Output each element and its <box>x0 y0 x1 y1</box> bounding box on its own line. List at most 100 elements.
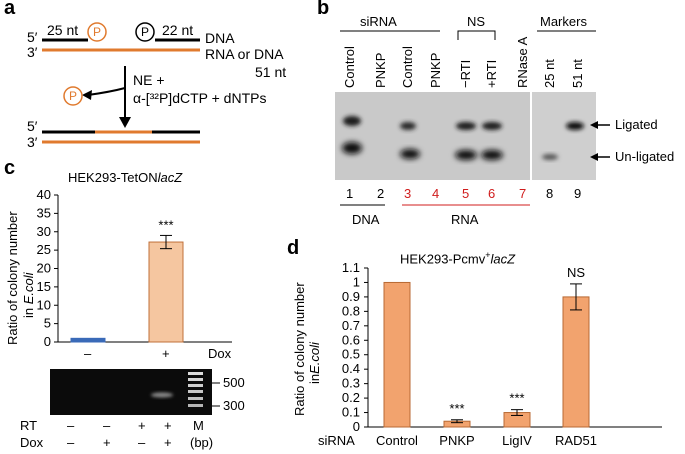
right-length-label: 22 nt <box>162 22 194 38</box>
five-prime-label: 5′ <box>27 29 38 45</box>
c-y-tick-label: 0 <box>44 334 51 349</box>
panel-d-title-italic: lacZ <box>490 251 516 267</box>
phosphate-circle-black <box>135 22 155 42</box>
band-lane3-unligated <box>400 149 420 159</box>
band-lane3-ligated <box>400 122 416 130</box>
d-category-label-3: LigIV <box>502 433 532 448</box>
dna-label: DNA <box>205 30 235 46</box>
ligated-arrowhead <box>590 121 598 129</box>
panel-d-title: HEK293-Pcmv+lacZ <box>400 250 515 266</box>
d-y-tick-label: 0.9 <box>342 289 360 304</box>
d-y-tick-label: 0 <box>353 419 360 434</box>
band-lane5-ligated <box>456 122 476 130</box>
d-y-tick-label: 0.3 <box>342 376 360 391</box>
group-label-sirna: siRNA <box>360 14 397 29</box>
c-bar-1 <box>70 337 106 343</box>
d-y-tick-label: 0.1 <box>342 405 360 420</box>
c-y-tick-label: 30 <box>37 224 51 239</box>
d-category-label-2: PNKP <box>439 433 474 448</box>
phosphate-label-orange: P <box>93 25 102 39</box>
c-y-tick-label: 15 <box>37 279 51 294</box>
c-y-tick-label: 25 <box>37 242 51 257</box>
lane-number-4: 4 <box>432 186 440 201</box>
gel-m-label: M <box>193 418 204 433</box>
ligated-label: Ligated <box>615 117 658 132</box>
rt-sign-4: + <box>164 418 172 433</box>
ladder-band-2 <box>188 378 203 381</box>
rtpcr-band <box>151 392 173 398</box>
panel-b-label: b <box>317 0 330 19</box>
c-y-tick-label: 10 <box>37 297 51 312</box>
bottom-label-rna: RNA <box>451 212 479 227</box>
gel-marker-500: 500 <box>223 375 245 390</box>
band-lane6-ligated <box>482 122 502 130</box>
ladder-band-1 <box>188 372 203 375</box>
bottom-label-dna: DNA <box>352 212 380 227</box>
d-y-tick-label: 0.4 <box>342 361 360 376</box>
d-bar-1 <box>383 281 411 428</box>
sirna-row-label: siRNA <box>318 433 355 448</box>
panel-c-title-text: HEK293-TetON <box>68 170 158 185</box>
ladder-band-3 <box>188 384 203 387</box>
unligated-arrowhead <box>590 153 598 161</box>
ns-group-bracket <box>457 30 496 40</box>
c-y-tick-label: 35 <box>37 205 51 220</box>
rt-row-label: RT <box>20 418 38 433</box>
ladder-band-5 <box>188 397 203 400</box>
dox-sign-1: – <box>67 435 75 450</box>
panel-d-title-sup: + <box>485 250 491 260</box>
d-category-label-4: RAD51 <box>555 433 597 448</box>
x-sign-plus: + <box>162 346 170 361</box>
c-significance: *** <box>158 217 173 232</box>
c-y-tick-label: 5 <box>44 316 51 331</box>
lane-number-5: 5 <box>462 186 470 201</box>
three-prime-label-product: 3′ <box>27 134 38 150</box>
lane-number-2: 2 <box>377 186 385 201</box>
rt-sign-1: – <box>67 418 75 433</box>
released-phosphate-label: P <box>69 89 78 103</box>
d-significance-4: NS <box>567 265 585 280</box>
panel-c-title-italic: lacZ <box>157 170 183 185</box>
d-y-tick-label: 0.6 <box>342 332 360 347</box>
panel-d-label: d <box>287 237 300 259</box>
dox-sign-2: + <box>103 435 111 450</box>
band-lane8-marker <box>542 154 558 160</box>
d-y-tick-label: 0.7 <box>342 318 360 333</box>
c-bar-2 <box>148 241 184 343</box>
ladder-band-4 <box>188 390 203 393</box>
released-phosphate-circle <box>63 86 83 106</box>
group-label-markers: Markers <box>540 14 587 29</box>
left-length-label: 25 nt <box>47 22 79 38</box>
lane-number-3: 3 <box>404 186 412 201</box>
dox-axis-label: Dox <box>208 346 232 361</box>
d-significance-2: *** <box>449 401 464 416</box>
rna-length-label: 51 nt <box>255 64 287 80</box>
five-prime-label-product: 5′ <box>27 118 38 134</box>
d-y-tick-label: 1.1 <box>342 260 360 275</box>
band-lane5-unligated <box>455 150 477 160</box>
lane-number-6: 6 <box>488 186 496 201</box>
panel-a-label: a <box>4 0 16 19</box>
gel-image-markers <box>532 92 596 180</box>
three-prime-label: 3′ <box>27 44 38 60</box>
group-label-ns: NS <box>467 14 486 29</box>
gel-bp-label: (bp) <box>190 435 214 450</box>
c-y-tick-label: 40 <box>37 187 51 202</box>
d-significance-3: *** <box>509 391 524 406</box>
d-category-label-1: Control <box>376 433 418 448</box>
release-arrowhead <box>82 90 92 100</box>
d-bar-4 <box>562 296 590 428</box>
dox-sign-4: + <box>164 435 172 450</box>
gel-image-main <box>335 92 530 180</box>
lane-number-9: 9 <box>574 186 582 201</box>
panel-c-label: c <box>4 157 16 179</box>
d-y-tick-label: 0.8 <box>342 303 360 318</box>
dox-row-label: Dox <box>20 435 44 450</box>
ladder-band-6 <box>188 404 203 407</box>
d-y-tick-label: 0.5 <box>342 347 360 362</box>
